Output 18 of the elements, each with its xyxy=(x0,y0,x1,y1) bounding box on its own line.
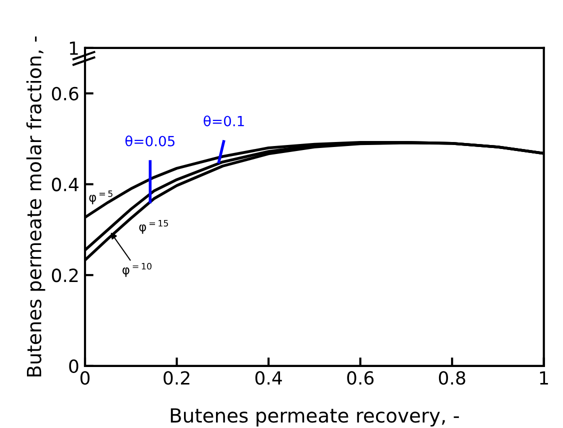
y-tick-label: 1 xyxy=(70,42,78,55)
y-tick-label: 0 xyxy=(69,359,78,374)
annotation: φ$^{=5}$ xyxy=(89,190,112,204)
x-tick-label: 0.4 xyxy=(255,371,282,385)
x-tick-label: 0.2 xyxy=(164,371,190,385)
y-axis-title: Butenes permeate molar fraction, - xyxy=(26,36,46,376)
annotation: φ$^{=15}$ xyxy=(139,220,168,234)
y-tick-label: 0.4 xyxy=(52,178,78,192)
y-tick-label: 0.6 xyxy=(52,86,78,100)
x-tick-label: 0 xyxy=(80,371,90,385)
series-label: θ=0.1 xyxy=(204,115,244,126)
annotation: φ$^{=10}$ xyxy=(122,262,152,277)
x-axis-title: Butenes permeate recovery, - xyxy=(170,408,459,427)
x-tick-label: 0.6 xyxy=(347,371,374,385)
series-label: θ=0.05 xyxy=(125,135,174,146)
y-tick-label: 0.2 xyxy=(52,268,78,282)
x-tick-label: 1 xyxy=(540,371,548,385)
x-tick-label: 0.8 xyxy=(438,371,466,385)
